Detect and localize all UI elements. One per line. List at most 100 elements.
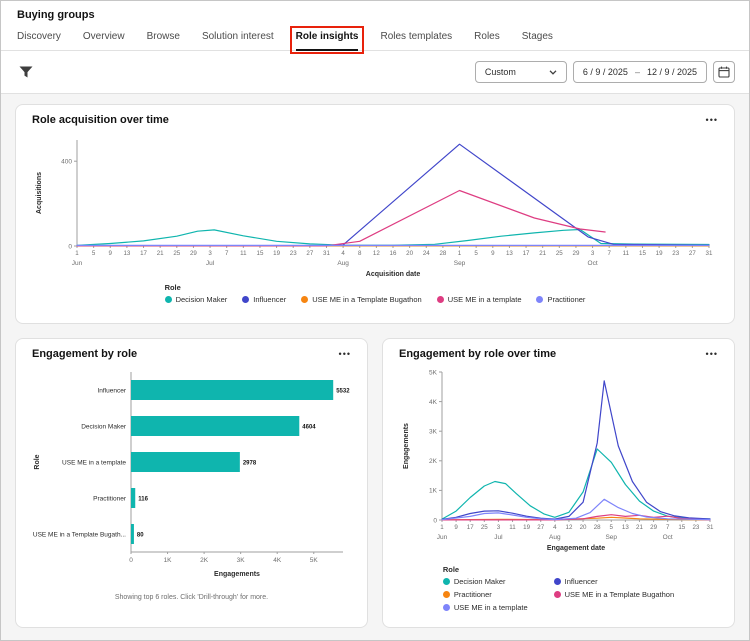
tab-solution-interest[interactable]: Solution interest bbox=[201, 31, 274, 42]
svg-text:4K: 4K bbox=[429, 399, 438, 406]
svg-text:27: 27 bbox=[537, 524, 544, 531]
svg-text:8: 8 bbox=[358, 250, 362, 257]
legend-item-influencer[interactable]: Influencer bbox=[242, 295, 286, 304]
bar-use-me-in-a-template bbox=[130, 452, 240, 472]
filter-bar: Custom 6 / 9 / 2025 – 12 / 9 / 2025 bbox=[1, 51, 749, 94]
tab-bar: Discovery Overview Browse Solution inter… bbox=[1, 24, 749, 54]
svg-text:5K: 5K bbox=[309, 557, 318, 564]
svg-text:Jul: Jul bbox=[206, 260, 215, 267]
svg-text:25: 25 bbox=[480, 524, 487, 531]
page-title: Buying groups bbox=[17, 9, 95, 21]
svg-text:Oct: Oct bbox=[588, 260, 598, 267]
legend-item-use-me-in-a-template-bugathon[interactable]: USE ME in a Template Bugathon bbox=[553, 590, 674, 599]
bar-category-label: USE ME in a template bbox=[62, 459, 126, 466]
bar-influencer bbox=[130, 380, 333, 400]
more-actions-button[interactable]: ••• bbox=[705, 348, 718, 359]
legend-color-dot bbox=[442, 578, 450, 585]
svg-text:23: 23 bbox=[672, 250, 679, 257]
legend-item-use-me-in-a-template[interactable]: USE ME in a template bbox=[442, 603, 528, 612]
tab-roles[interactable]: Roles bbox=[474, 31, 500, 42]
svg-text:31: 31 bbox=[706, 250, 713, 257]
legend-color-dot bbox=[442, 591, 450, 598]
svg-text:5K: 5K bbox=[429, 369, 438, 376]
legend-item-influencer[interactable]: Influencer bbox=[553, 577, 598, 586]
svg-text:15: 15 bbox=[257, 250, 264, 257]
svg-text:21: 21 bbox=[157, 250, 164, 257]
date-preset-select[interactable]: Custom bbox=[474, 61, 567, 83]
page-header: Buying groups bbox=[1, 1, 749, 24]
svg-text:0: 0 bbox=[433, 517, 437, 524]
svg-text:11: 11 bbox=[623, 250, 630, 257]
calendar-icon bbox=[718, 66, 730, 78]
svg-text:0: 0 bbox=[129, 557, 133, 564]
filter-button[interactable] bbox=[15, 64, 37, 80]
svg-text:5: 5 bbox=[474, 250, 478, 257]
date-range-field[interactable]: 6 / 9 / 2025 – 12 / 9 / 2025 bbox=[572, 61, 707, 83]
svg-text:13: 13 bbox=[621, 524, 628, 531]
date-separator: – bbox=[634, 67, 640, 77]
legend-item-label: USE ME in a Template Bugathon bbox=[312, 295, 422, 304]
svg-text:7: 7 bbox=[665, 524, 669, 531]
chevron-down-icon bbox=[549, 69, 557, 75]
legend-color-dot bbox=[301, 296, 309, 303]
bar-use-me-in-a-template-bugath- bbox=[130, 524, 134, 544]
svg-text:3K: 3K bbox=[236, 557, 245, 564]
tab-overview[interactable]: Overview bbox=[82, 31, 125, 42]
legend-color-dot bbox=[242, 296, 250, 303]
legend-item-decision-maker[interactable]: Decision Maker bbox=[164, 295, 227, 304]
x-axis-title: Acquisition date bbox=[366, 271, 421, 278]
svg-text:1K: 1K bbox=[429, 488, 438, 495]
legend-item-label: Influencer bbox=[564, 577, 598, 586]
tab-browse[interactable]: Browse bbox=[146, 31, 180, 42]
calendar-button[interactable] bbox=[713, 61, 735, 83]
svg-text:3: 3 bbox=[208, 250, 212, 257]
svg-text:7: 7 bbox=[607, 250, 611, 257]
drill-through-footnote: Showing top 6 roles. Click 'Drill-throug… bbox=[114, 594, 269, 601]
svg-text:5: 5 bbox=[92, 250, 96, 257]
legend-color-dot bbox=[536, 296, 544, 303]
more-actions-button[interactable]: ••• bbox=[338, 348, 351, 359]
svg-text:27: 27 bbox=[306, 250, 313, 257]
svg-text:13: 13 bbox=[123, 250, 130, 257]
svg-text:21: 21 bbox=[539, 250, 546, 257]
engagement-by-role-chart: 0 1K 2K 3K 4K 5K Engagements Role Influencer 5532… bbox=[32, 372, 350, 578]
svg-text:3: 3 bbox=[496, 524, 500, 531]
legend-title: Role bbox=[164, 283, 181, 292]
svg-text:11: 11 bbox=[240, 250, 247, 257]
legend-item-practitioner[interactable]: Practitioner bbox=[442, 590, 492, 599]
bar-category-label: Practitioner bbox=[93, 495, 127, 502]
svg-text:28: 28 bbox=[593, 524, 600, 531]
tab-roles-templates[interactable]: Roles templates bbox=[380, 31, 453, 42]
legend-color-dot bbox=[164, 296, 172, 303]
role-acquisition-legend: Role Decision Maker Influencer USE ME in a … bbox=[16, 280, 734, 312]
svg-text:Aug: Aug bbox=[337, 260, 349, 267]
tab-discovery[interactable]: Discovery bbox=[17, 31, 61, 42]
legend-item-practitioner[interactable]: Practitioner bbox=[536, 295, 585, 304]
date-end-value[interactable]: 12 / 9 / 2025 bbox=[646, 67, 697, 77]
svg-text:29: 29 bbox=[190, 250, 197, 257]
legend-color-dot bbox=[553, 591, 561, 598]
svg-text:1: 1 bbox=[458, 250, 462, 257]
series-line-influencer bbox=[76, 143, 710, 247]
legend-item-decision-maker[interactable]: Decision Maker bbox=[442, 577, 506, 586]
tab-stages[interactable]: Stages bbox=[521, 31, 553, 42]
legend-item-use-me-in-a-template[interactable]: USE ME in a template bbox=[436, 295, 521, 304]
tab-role-insights[interactable]: Role insights bbox=[289, 26, 365, 54]
legend-color-dot bbox=[442, 604, 450, 611]
svg-text:3K: 3K bbox=[429, 429, 438, 436]
legend-item-use-me-in-a-template-bugathon[interactable]: USE ME in a Template Bugathon bbox=[301, 295, 422, 304]
svg-text:9: 9 bbox=[109, 250, 113, 257]
series-line-use-me-in-a-template bbox=[76, 189, 606, 247]
date-preset-value: Custom bbox=[484, 67, 516, 77]
legend-color-dot bbox=[553, 578, 561, 585]
svg-text:1: 1 bbox=[75, 250, 79, 257]
card-header: Engagement by role over time ••• bbox=[383, 339, 734, 362]
more-actions-button[interactable]: ••• bbox=[705, 114, 718, 125]
x-axis-title: Engagement date bbox=[546, 545, 604, 552]
svg-text:19: 19 bbox=[273, 250, 280, 257]
engagement-over-time-card: Engagement by role over time ••• 0 1K 2K 3K… bbox=[382, 338, 735, 628]
svg-text:9: 9 bbox=[454, 524, 458, 531]
date-start-value[interactable]: 6 / 9 / 2025 bbox=[582, 67, 628, 77]
